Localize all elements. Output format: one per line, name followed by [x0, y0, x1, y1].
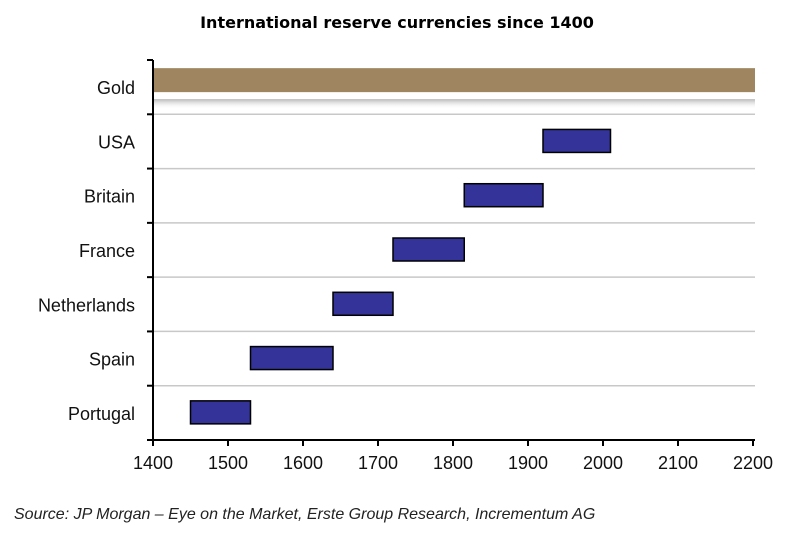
chart: International reserve currencies since 1… — [38, 13, 773, 473]
x-tick-label: 2000 — [583, 453, 623, 473]
bar-spain — [249, 345, 334, 371]
category-label-spain: Spain — [89, 350, 135, 370]
gold-bar-shadow — [153, 99, 755, 110]
category-label-usa: USA — [98, 132, 135, 152]
category-label-gold: Gold — [97, 78, 135, 98]
gridlines — [153, 113, 755, 387]
bar-france — [392, 237, 465, 262]
x-tick-label: 2200 — [733, 453, 773, 473]
x-tick-label: 1400 — [133, 453, 173, 473]
x-tick-label: 1600 — [283, 453, 323, 473]
bars — [153, 68, 755, 425]
bar-portugal — [189, 400, 252, 425]
x-tick-label: 1900 — [508, 453, 548, 473]
category-label-portugal: Portugal — [68, 404, 135, 424]
bar-usa — [542, 128, 612, 154]
bar-britain — [463, 182, 544, 208]
labels: 1400 1500 1600 1700 1800 1900 2000 2100 2200 Gold… — [38, 78, 773, 473]
x-tick-label: 1800 — [433, 453, 473, 473]
x-tick-label: 1700 — [358, 453, 398, 473]
category-label-britain: Britain — [84, 187, 135, 207]
axes — [147, 59, 755, 446]
x-tick-label: 1500 — [208, 453, 248, 473]
chart-title: International reserve currencies since 1… — [200, 13, 594, 32]
bar-netherlands — [332, 291, 394, 317]
bar-gold — [153, 68, 755, 93]
source-note: Source: JP Morgan – Eye on the Market, E… — [14, 506, 596, 523]
category-label-france: France — [79, 241, 135, 261]
x-tick-label: 2100 — [658, 453, 698, 473]
category-label-netherlands: Netherlands — [38, 295, 135, 315]
